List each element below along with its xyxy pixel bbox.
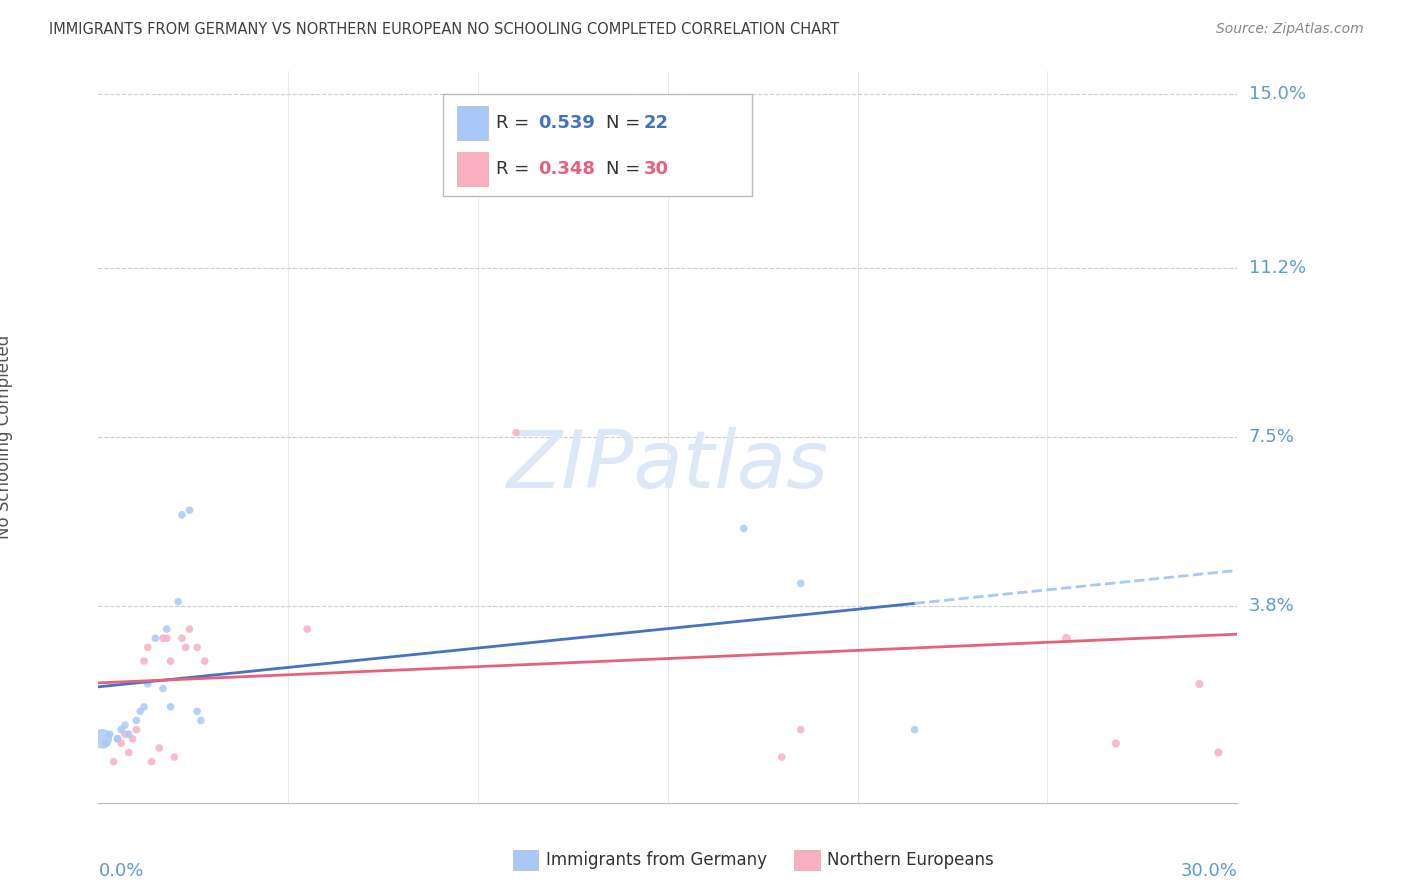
Text: 11.2%: 11.2% [1249,259,1306,277]
Point [132,654,155,668]
Point [179,622,201,636]
Text: N =: N = [606,114,645,132]
Point [174,640,197,655]
Point [170,632,193,646]
Point [118,746,141,760]
Point [770,750,793,764]
Point [103,755,125,769]
Point [159,654,181,668]
Text: 15.0%: 15.0% [1249,86,1306,103]
Text: 3.8%: 3.8% [1249,598,1295,615]
Text: 0.539: 0.539 [538,114,595,132]
Point [505,425,527,440]
Point [733,521,755,535]
Text: 22: 22 [644,114,669,132]
Text: R =: R = [496,160,536,178]
Point [125,714,148,728]
Point [107,731,129,746]
Point [297,622,319,636]
Point [98,727,121,741]
Text: 30.0%: 30.0% [1181,863,1237,880]
Point [179,503,201,517]
Point [136,677,159,691]
Text: Source: ZipAtlas.com: Source: ZipAtlas.com [1216,22,1364,37]
Point [94,736,117,750]
Point [141,755,163,769]
Point [121,731,143,746]
Text: Northern Europeans: Northern Europeans [827,851,994,869]
Text: N =: N = [606,160,645,178]
Point [163,750,186,764]
Point [145,632,167,646]
Point [152,632,174,646]
Point [136,640,159,655]
Point [194,654,217,668]
Point [107,731,129,746]
Text: No Schooling Completed: No Schooling Completed [0,335,13,539]
Point [186,705,208,719]
Text: 7.5%: 7.5% [1249,428,1295,446]
Text: IMMIGRANTS FROM GERMANY VS NORTHERN EUROPEAN NO SCHOOLING COMPLETED CORRELATION : IMMIGRANTS FROM GERMANY VS NORTHERN EURO… [49,22,839,37]
Point [790,576,813,591]
Point [114,727,136,741]
Text: 0.0%: 0.0% [98,863,143,880]
Point [159,699,181,714]
Point [190,714,212,728]
Point [110,736,132,750]
Point [132,699,155,714]
Point [118,727,141,741]
Text: 30: 30 [644,160,669,178]
Point [129,705,152,719]
Point [156,632,179,646]
Point [186,640,208,655]
Point [156,622,179,636]
Point [904,723,927,737]
Point [170,508,193,522]
Point [148,740,170,755]
Text: R =: R = [496,114,536,132]
Point [125,723,148,737]
Point [638,96,661,111]
Point [152,681,174,696]
Point [110,723,132,737]
Text: ZIPatlas: ZIPatlas [506,427,830,506]
Text: 0.348: 0.348 [538,160,596,178]
Point [1105,736,1128,750]
Point [91,731,114,746]
Point [1188,677,1211,691]
Text: Immigrants from Germany: Immigrants from Germany [546,851,766,869]
Point [1056,632,1078,646]
Point [790,723,813,737]
Point [114,718,136,732]
Point [1208,746,1230,760]
Point [167,594,190,608]
